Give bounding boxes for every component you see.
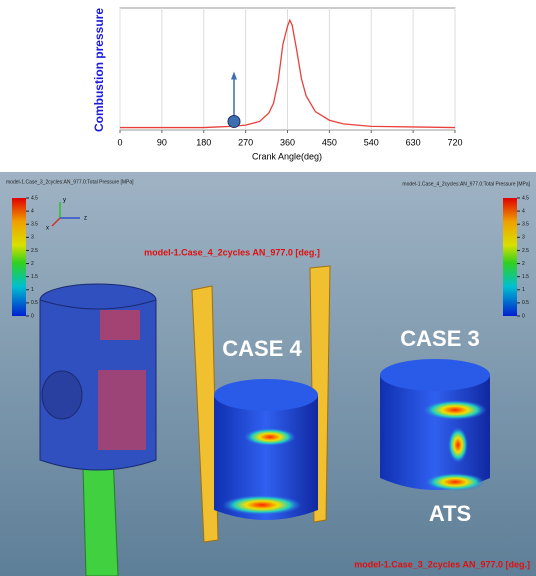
x-tick-label: 720 — [447, 137, 462, 147]
colorbar-label: 0.5 — [31, 300, 38, 306]
colorbar-label: 3.5 — [522, 222, 529, 228]
x-tick-label: 630 — [406, 137, 421, 147]
case-label: CASE 3 — [400, 326, 479, 351]
colorbar-label: 0 — [31, 313, 34, 319]
pin-boss — [42, 371, 82, 419]
colorbar-label: 4.5 — [522, 195, 529, 201]
x-tick-label: 90 — [157, 137, 167, 147]
pressure-spot — [448, 427, 468, 463]
ats-label: ATS — [429, 501, 471, 526]
colorbar-label: 1.5 — [31, 274, 38, 280]
x-tick-label: 270 — [238, 137, 253, 147]
colorbar-label: 1.5 — [522, 274, 529, 280]
marker — [228, 115, 240, 127]
colorbar-label: 1 — [31, 287, 34, 293]
x-tick-label: 0 — [117, 137, 122, 147]
colorbar-label: 4 — [31, 208, 34, 214]
colorbar-label: 3.5 — [31, 222, 38, 228]
x-tick-label: 540 — [364, 137, 379, 147]
cylinder-top — [380, 359, 490, 391]
hot-patch — [100, 310, 140, 340]
hot-patch — [98, 370, 146, 450]
colorbar-label: 2.5 — [522, 248, 529, 254]
case-label: CASE 4 — [222, 336, 302, 361]
axis-label: y — [63, 198, 66, 204]
colorbar-label: 3 — [31, 235, 34, 241]
chart: Combustion pressure Crank Angle(deg) 0 90… — [92, 8, 462, 162]
axis-label: x — [46, 226, 49, 232]
colorbar-label: 4 — [522, 208, 525, 214]
colorbar — [12, 198, 26, 316]
cylinder — [380, 375, 490, 490]
bottom-label: model-1.Case_3_2cycles AN_977.0 [deg.] — [354, 559, 530, 569]
pressure-spot — [222, 495, 302, 515]
x-tick-label: 450 — [322, 137, 337, 147]
simulation-render: model-1.Case_3_2cycles:AN_977.0:Total Pr… — [0, 172, 536, 576]
colorbar-label: 3 — [522, 235, 525, 241]
colorbar-label: 1 — [522, 287, 525, 293]
pressure-spot — [244, 428, 296, 446]
x-tick-label: 360 — [280, 137, 295, 147]
page: Combustion pressure Crank Angle(deg) 0 90… — [0, 0, 536, 576]
colorbar-label: 0.5 — [522, 300, 529, 306]
y-axis-label: Combustion pressure — [92, 8, 106, 132]
colorbar-label: 2 — [31, 261, 34, 267]
left-header: model-1.Case_3_2cycles:AN_977.0:Total Pr… — [6, 179, 134, 185]
colorbar — [503, 198, 517, 316]
pressure-spot — [423, 400, 487, 420]
top-label: model-1.Case_4_2cycles AN_977.0 [deg.] — [144, 247, 320, 257]
axis-label: z — [84, 216, 87, 222]
cylinder-top — [214, 379, 318, 411]
x-axis-label: Crank Angle(deg) — [252, 151, 322, 161]
colorbar-label: 2 — [522, 261, 525, 267]
x-tick-label: 180 — [196, 137, 211, 147]
colorbar-label: 4.5 — [31, 195, 38, 201]
colorbar-label: 0 — [522, 313, 525, 319]
colorbar-label: 2.5 — [31, 248, 38, 254]
pressure-spot — [425, 473, 485, 491]
right-header: model-1.Case_4_2cycles:AN_977.0:Total Pr… — [402, 181, 530, 187]
